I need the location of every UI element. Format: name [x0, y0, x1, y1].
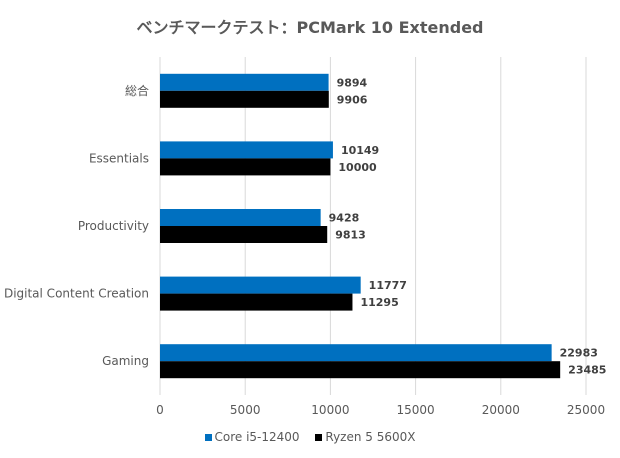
y-category-label: Essentials — [89, 151, 149, 165]
data-label: 11777 — [369, 279, 407, 292]
bar — [160, 73, 329, 91]
bar — [160, 276, 361, 294]
data-label: 9428 — [329, 212, 360, 225]
y-category-label: Digital Content Creation — [4, 287, 149, 301]
legend-item-series-1: Ryzen 5 5600X — [315, 430, 415, 444]
data-label: 22983 — [560, 347, 598, 360]
bar — [160, 344, 552, 362]
x-tick-label: 25000 — [567, 403, 605, 417]
y-category-label: Gaming — [102, 354, 149, 368]
x-tick-label: 0 — [156, 403, 164, 417]
data-label: 10000 — [338, 161, 377, 174]
data-label: 9906 — [337, 93, 368, 106]
bar — [160, 158, 331, 176]
y-category-label: 総合 — [125, 83, 149, 98]
data-label: 11295 — [360, 296, 398, 309]
data-label: 10149 — [341, 144, 379, 157]
bar — [160, 226, 328, 243]
legend-item-series-0: Core i5-12400 — [204, 430, 300, 444]
legend-label: Core i5-12400 — [214, 430, 300, 444]
chart-title: ベンチマークテスト：PCMark 10 Extended — [136, 18, 484, 37]
bar — [160, 90, 329, 108]
data-label: 9813 — [335, 229, 366, 242]
legend-swatch — [315, 434, 323, 441]
legend: Core i5-12400 Ryzen 5 5600X — [0, 430, 620, 444]
y-category-label: Productivity — [78, 219, 149, 233]
x-tick-label: 5000 — [230, 403, 261, 417]
bar — [160, 141, 333, 159]
x-tick-label: 15000 — [397, 403, 435, 417]
bar — [160, 361, 561, 379]
bar — [160, 209, 321, 226]
x-tick-label: 20000 — [482, 403, 520, 417]
legend-label: Ryzen 5 5600X — [325, 430, 416, 444]
x-tick-label: 10000 — [311, 403, 349, 417]
data-label: 9894 — [337, 76, 368, 89]
bar — [160, 293, 353, 311]
data-label: 23485 — [568, 364, 606, 377]
legend-swatch — [204, 434, 212, 441]
